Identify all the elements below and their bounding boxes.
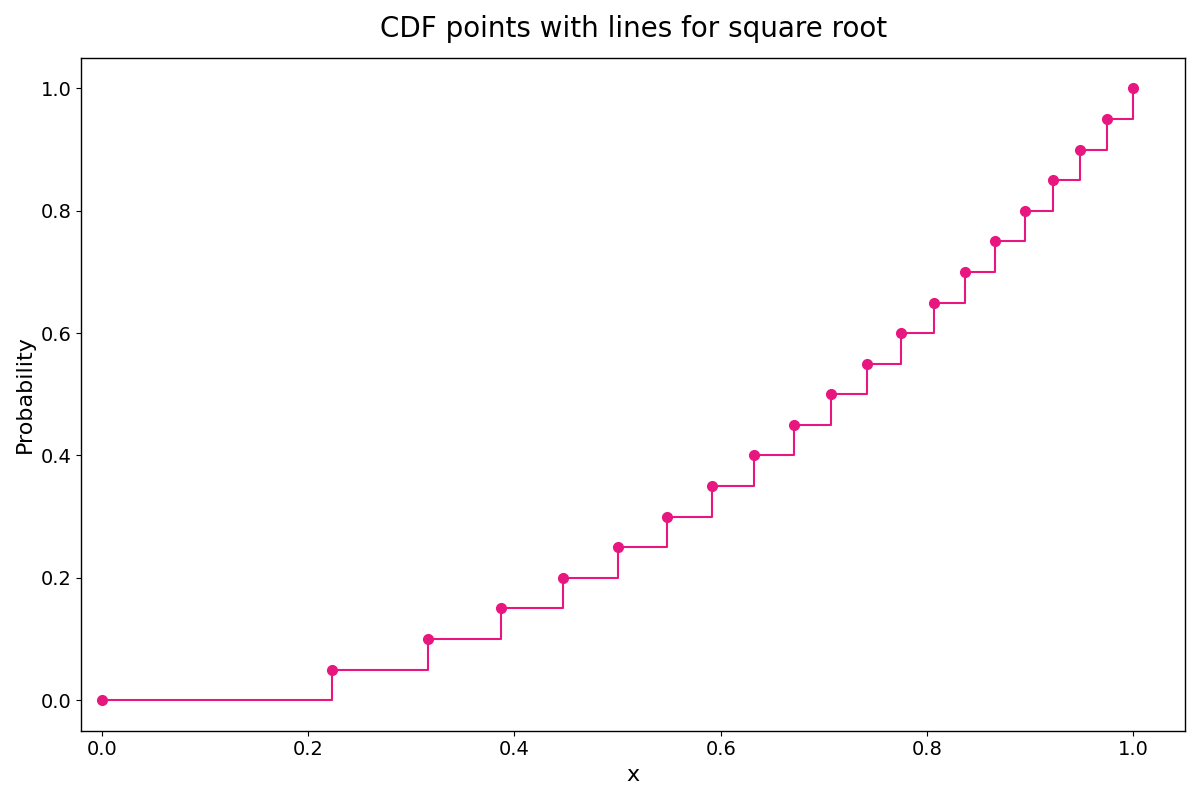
Point	[1098, 113, 1117, 126]
Y-axis label: Probability: Probability	[14, 335, 35, 454]
Point	[924, 296, 943, 309]
Point	[857, 358, 876, 370]
Point	[702, 480, 721, 493]
Point	[785, 418, 804, 431]
Point	[1070, 143, 1090, 156]
Point	[1043, 174, 1062, 186]
Point	[745, 449, 764, 462]
Point	[553, 571, 572, 584]
Point	[892, 326, 911, 339]
Point	[608, 541, 628, 554]
Point	[658, 510, 677, 523]
Point	[419, 633, 438, 646]
Point	[323, 663, 342, 676]
Point	[955, 266, 974, 278]
Point	[92, 694, 112, 706]
Point	[985, 235, 1004, 248]
Point	[1015, 204, 1034, 217]
Point	[822, 388, 841, 401]
Point	[1124, 82, 1144, 95]
X-axis label: x: x	[626, 765, 640, 785]
Title: CDF points with lines for square root: CDF points with lines for square root	[379, 15, 887, 43]
Point	[492, 602, 511, 614]
